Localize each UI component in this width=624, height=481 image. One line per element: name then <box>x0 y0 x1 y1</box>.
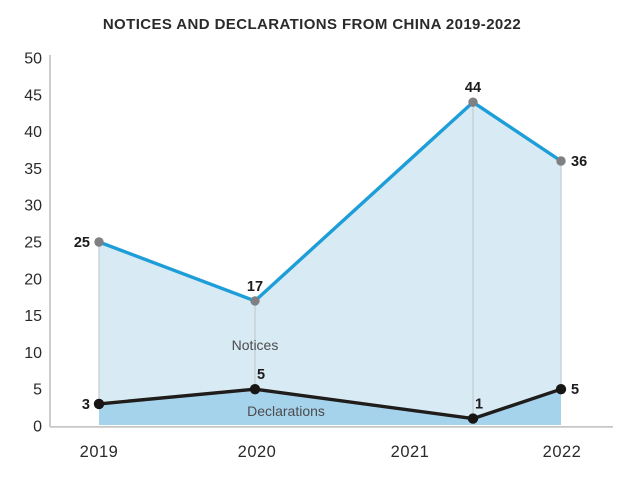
notices-area <box>99 102 561 425</box>
x-tick-label: 2020 <box>238 443 277 461</box>
notices-line <box>97 100 563 303</box>
y-tick-label: 30 <box>24 198 42 215</box>
x-tick-label: 2021 <box>391 443 430 461</box>
declarations-value-label: 1 <box>475 397 483 413</box>
notices-point <box>556 156 566 166</box>
notices-point <box>94 237 104 247</box>
notices-series-label: Notices <box>232 337 279 353</box>
x-tick-label: 2022 <box>543 443 582 461</box>
y-tick-label: 5 <box>33 382 42 399</box>
notices-point <box>468 97 478 107</box>
chart-title: NOTICES AND DECLARATIONS FROM CHINA 2019… <box>102 16 522 33</box>
declarations-series-label: Declarations <box>247 403 325 419</box>
declarations-value-label: 5 <box>257 367 265 383</box>
y-tick-label: 25 <box>24 235 42 252</box>
notices-value-label: 36 <box>571 154 587 170</box>
declarations-value-label: 3 <box>82 397 90 413</box>
y-tick-label: 40 <box>24 124 42 141</box>
y-tick-label: 20 <box>24 271 42 288</box>
notices-value-label: 44 <box>465 80 481 96</box>
y-tick-label: 0 <box>33 419 42 436</box>
y-tick-label: 35 <box>24 161 42 178</box>
declarations-point <box>555 384 567 395</box>
declarations-value-label: 5 <box>571 382 579 398</box>
x-tick-label: 2019 <box>80 443 119 461</box>
y-tick-label: 15 <box>24 308 42 325</box>
declarations-point <box>249 384 261 395</box>
declarations-point <box>467 413 479 424</box>
y-tick-label: 45 <box>24 87 42 104</box>
declarations-point <box>93 398 105 410</box>
notices-value-label: 25 <box>74 235 90 251</box>
y-tick-label: 10 <box>24 345 42 362</box>
notices-point <box>250 296 260 306</box>
y-tick-label: 50 <box>24 51 42 68</box>
notices-value-label: 17 <box>247 279 263 295</box>
declarations-line <box>97 387 563 421</box>
